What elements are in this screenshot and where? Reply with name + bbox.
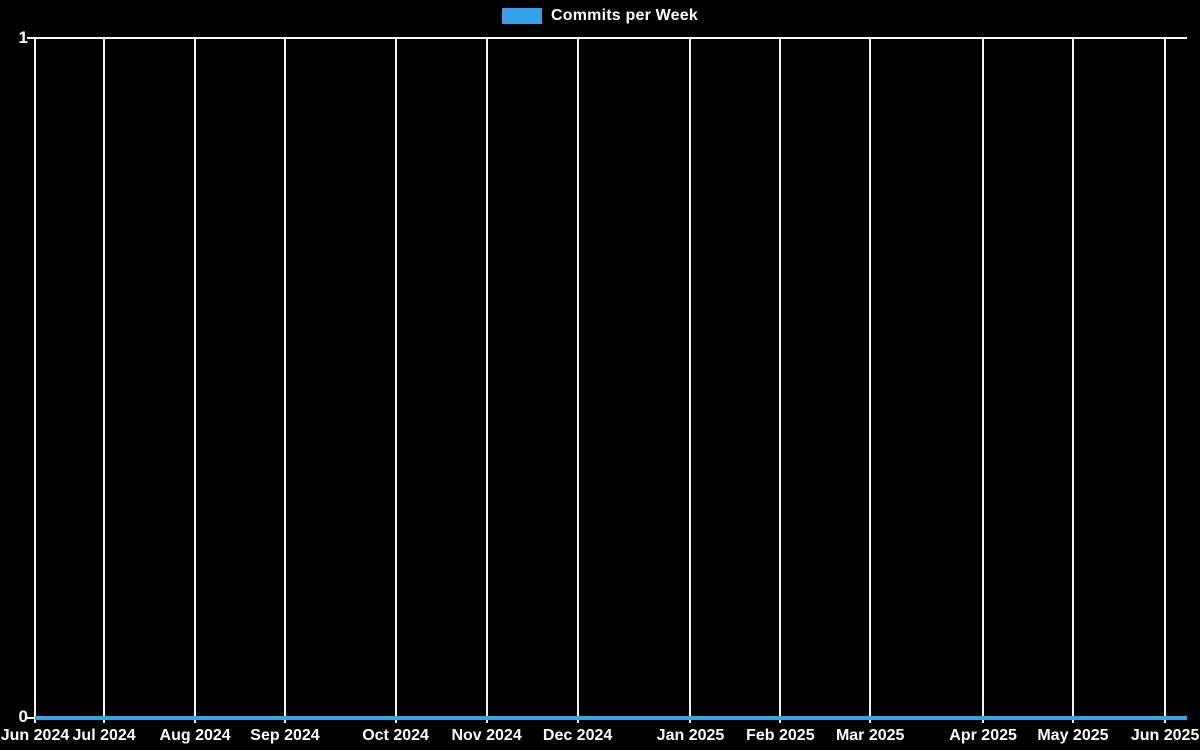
x-tick-label: Sep 2024 <box>250 727 320 744</box>
x-axis-labels: Jun 2024 Jul 2024 Aug 2024 Sep 2024 Oct 2024… <box>1 727 1200 747</box>
x-tick-label: May 2025 <box>1037 727 1109 744</box>
legend[interactable]: Commits per Week <box>0 5 1200 27</box>
x-tick-label: Aug 2024 <box>159 727 231 744</box>
x-tick-label: Jun 2025 <box>1130 727 1200 744</box>
gridline <box>576 39 579 723</box>
x-tick-label: Jul 2024 <box>72 727 136 744</box>
x-tick-label: Jun 2024 <box>0 727 70 744</box>
x-tick-label: Dec 2024 <box>542 727 613 744</box>
gridline <box>869 39 872 723</box>
x-tick-label: Mar 2025 <box>835 727 905 744</box>
x-tick-label: Nov 2024 <box>451 727 522 744</box>
gridline <box>283 39 286 723</box>
gridline <box>1071 39 1074 723</box>
gridline <box>485 39 488 723</box>
y-axis-min-label: 0 <box>18 707 28 726</box>
x-tick-label: Oct 2024 <box>362 727 429 744</box>
gridline <box>779 39 782 723</box>
y-tick-mark-min <box>27 717 35 719</box>
x-tick-label: Jan 2025 <box>656 727 725 744</box>
gridline <box>982 39 985 723</box>
gridline <box>194 39 197 723</box>
plot-area <box>27 37 1187 723</box>
gridline <box>394 39 397 723</box>
y-axis-max-label: 1 <box>18 28 28 47</box>
gridline <box>103 39 106 723</box>
x-tick-label: Apr 2025 <box>949 727 1017 744</box>
gridline <box>1164 39 1167 723</box>
x-tick-label: Feb 2025 <box>746 727 815 744</box>
gridline <box>689 39 692 723</box>
commits-data-line <box>35 716 1187 720</box>
legend-label: Commits per Week <box>551 7 698 24</box>
y-tick-mark-max <box>27 37 35 39</box>
legend-swatch-icon <box>502 8 543 24</box>
gridline <box>34 39 36 723</box>
